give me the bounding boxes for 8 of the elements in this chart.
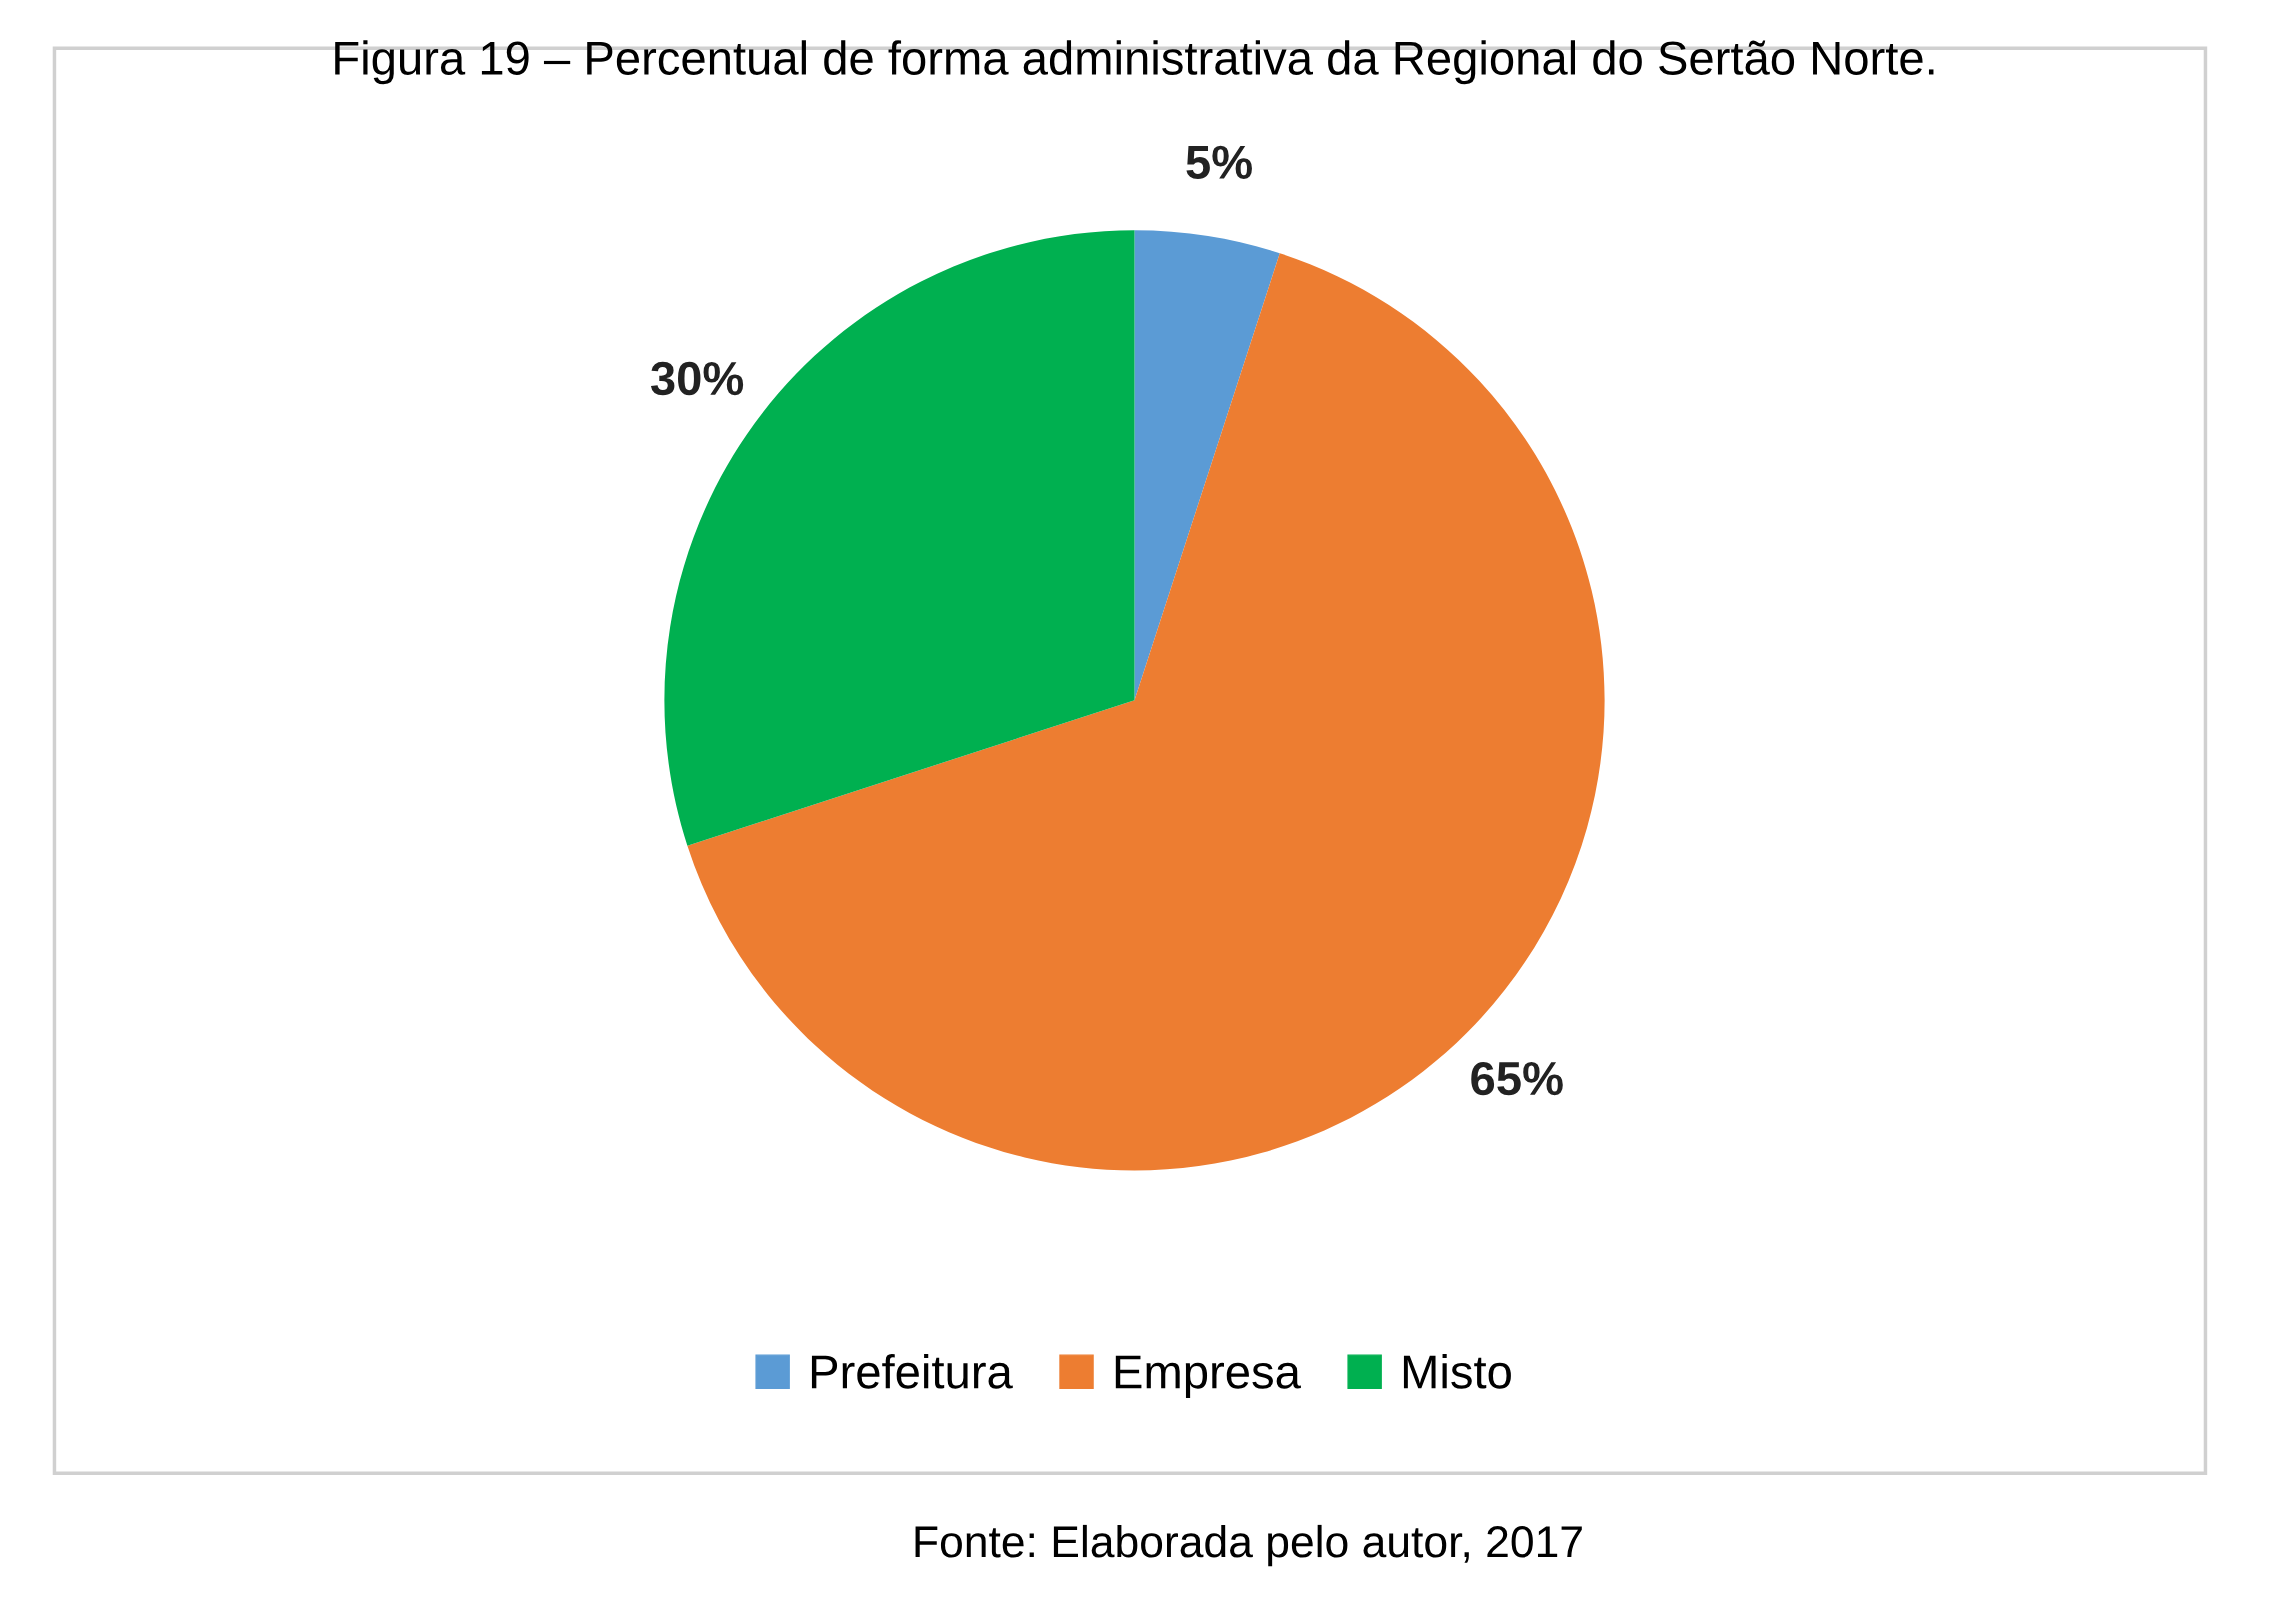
data-label: 5% bbox=[1186, 145, 1252, 180]
data-label: 30% bbox=[650, 361, 744, 396]
legend-label: Prefeitura bbox=[811, 1354, 1013, 1389]
source-note: Fonte: Elaborada pelo autor, 2017 bbox=[915, 1524, 1582, 1567]
chart-title: Figura 19 – Percentual de forma administrativa da Regional do Sertão Norte. bbox=[335, 40, 1934, 85]
data-label: 65% bbox=[1471, 1061, 1563, 1096]
legend-label: Misto bbox=[1403, 1354, 1511, 1389]
legend-label: Empresa bbox=[1115, 1355, 1301, 1399]
